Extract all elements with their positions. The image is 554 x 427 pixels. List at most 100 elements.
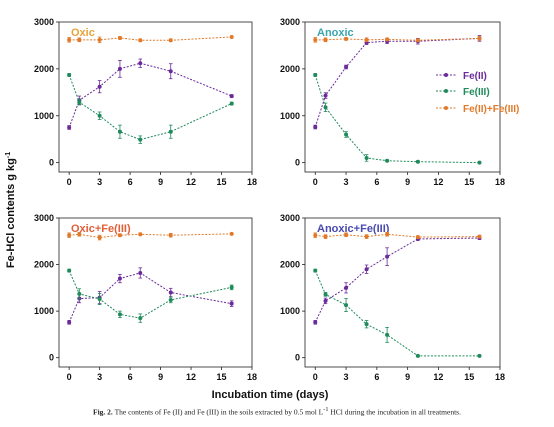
series-line bbox=[68, 74, 232, 141]
series-fe2 bbox=[313, 35, 482, 130]
y-tick-label: 3000 bbox=[280, 17, 300, 27]
x-tick: 9 bbox=[405, 367, 410, 382]
x-tick-label: 12 bbox=[433, 372, 443, 382]
x-tick: 12 bbox=[433, 367, 443, 382]
plot-frame bbox=[304, 217, 501, 368]
data-point bbox=[344, 232, 349, 237]
data-point bbox=[97, 84, 102, 89]
data-point bbox=[344, 65, 349, 69]
series-total bbox=[313, 36, 482, 43]
data-point bbox=[415, 353, 420, 358]
x-tick-label: 0 bbox=[67, 372, 72, 382]
series-total bbox=[313, 232, 482, 240]
x-tick: 0 bbox=[67, 367, 72, 382]
x-tick: 6 bbox=[128, 367, 133, 382]
x-tick: 6 bbox=[374, 172, 379, 187]
data-point bbox=[229, 231, 234, 236]
series-fe2 bbox=[67, 267, 234, 325]
y-tick: 2000 bbox=[34, 260, 59, 270]
x-tick: 3 bbox=[344, 367, 349, 382]
data-point bbox=[67, 233, 72, 238]
y-tick-label: 2000 bbox=[34, 260, 54, 270]
y-tick-label: 2000 bbox=[280, 64, 300, 74]
caption-text-part1: The contents of Fe (II) and Fe (III) in … bbox=[114, 407, 324, 417]
caption-superscript: -1 bbox=[323, 406, 329, 413]
data-point bbox=[138, 270, 143, 275]
data-point bbox=[117, 276, 122, 281]
data-point bbox=[168, 69, 173, 74]
x-tick-label: 12 bbox=[433, 177, 443, 187]
data-point bbox=[117, 35, 122, 40]
data-point bbox=[323, 234, 328, 239]
plot-frame bbox=[58, 217, 253, 368]
series-fe2 bbox=[67, 58, 234, 130]
series-fe3 bbox=[313, 72, 482, 165]
y-axis-label-main: Fe-HCl contents g kg bbox=[5, 158, 17, 268]
y-tick: 3000 bbox=[34, 17, 59, 27]
y-tick-label: 0 bbox=[295, 158, 300, 168]
data-point bbox=[229, 301, 234, 306]
data-point bbox=[313, 37, 318, 42]
x-tick: 12 bbox=[186, 172, 196, 187]
x-tick-label: 0 bbox=[67, 177, 72, 187]
x-tick-label: 9 bbox=[158, 372, 163, 382]
panel-title: Oxic+Fe(III) bbox=[71, 223, 131, 235]
x-tick-label: 15 bbox=[464, 177, 474, 187]
data-point bbox=[364, 37, 369, 42]
panel-4: Anoxic+Fe(III) 0 3 6 9 12 15 18 0 1000 2000 3000 bbox=[280, 213, 505, 382]
data-point bbox=[117, 66, 122, 71]
y-tick: 3000 bbox=[280, 213, 305, 223]
data-point bbox=[477, 36, 482, 41]
data-point bbox=[415, 235, 420, 240]
panel-title: Anoxic+Fe(III) bbox=[317, 223, 390, 235]
x-tick: 18 bbox=[247, 367, 257, 382]
data-point bbox=[385, 232, 390, 237]
data-point bbox=[364, 155, 369, 160]
x-tick: 12 bbox=[186, 367, 196, 382]
y-tick-label: 3000 bbox=[34, 213, 54, 223]
y-tick: 3000 bbox=[34, 213, 59, 223]
data-point bbox=[313, 125, 318, 129]
series-line bbox=[68, 270, 232, 319]
plot-frame bbox=[304, 21, 501, 173]
x-tick: 0 bbox=[313, 367, 318, 382]
data-point bbox=[344, 303, 349, 308]
x-tick: 15 bbox=[217, 367, 227, 382]
y-tick: 2000 bbox=[280, 64, 305, 74]
y-tick-label: 3000 bbox=[34, 17, 54, 27]
series-fe3 bbox=[67, 268, 234, 323]
data-point bbox=[138, 137, 143, 142]
legend-marker-fe2 bbox=[444, 73, 448, 77]
x-tick: 18 bbox=[495, 367, 505, 382]
y-tick: 2000 bbox=[280, 260, 305, 270]
legend-marker-fe3 bbox=[444, 89, 448, 93]
x-tick: 9 bbox=[158, 172, 163, 187]
x-tick-label: 6 bbox=[128, 177, 133, 187]
x-tick-label: 3 bbox=[344, 372, 349, 382]
series-fe3 bbox=[313, 268, 482, 358]
data-point bbox=[385, 37, 390, 42]
data-point bbox=[67, 125, 72, 130]
x-tick-label: 6 bbox=[374, 177, 379, 187]
data-point bbox=[323, 105, 328, 110]
series-fe3 bbox=[67, 72, 234, 144]
data-point bbox=[229, 285, 234, 290]
legend-label-total: Fe(II)+Fe(III) bbox=[463, 104, 519, 115]
data-point bbox=[138, 61, 143, 66]
x-tick-label: 12 bbox=[186, 372, 196, 382]
y-tick: 0 bbox=[295, 158, 305, 168]
figure-caption: Fig. 2. The contents of Fe (II) and Fe (… bbox=[0, 406, 554, 417]
data-point bbox=[97, 235, 102, 240]
y-tick-label: 1000 bbox=[280, 306, 300, 316]
caption-label: Fig. 2. bbox=[93, 407, 113, 417]
legend-label-fe3: Fe(III) bbox=[463, 87, 490, 98]
x-tick: 3 bbox=[344, 172, 349, 187]
x-tick: 18 bbox=[247, 172, 257, 187]
x-tick-label: 6 bbox=[374, 372, 379, 382]
y-axis-label-superscript: -1 bbox=[5, 152, 12, 158]
x-tick-label: 0 bbox=[313, 177, 318, 187]
series-line bbox=[314, 37, 480, 128]
legend-entry-fe3: Fe(III) bbox=[436, 87, 490, 98]
data-point bbox=[67, 37, 72, 42]
